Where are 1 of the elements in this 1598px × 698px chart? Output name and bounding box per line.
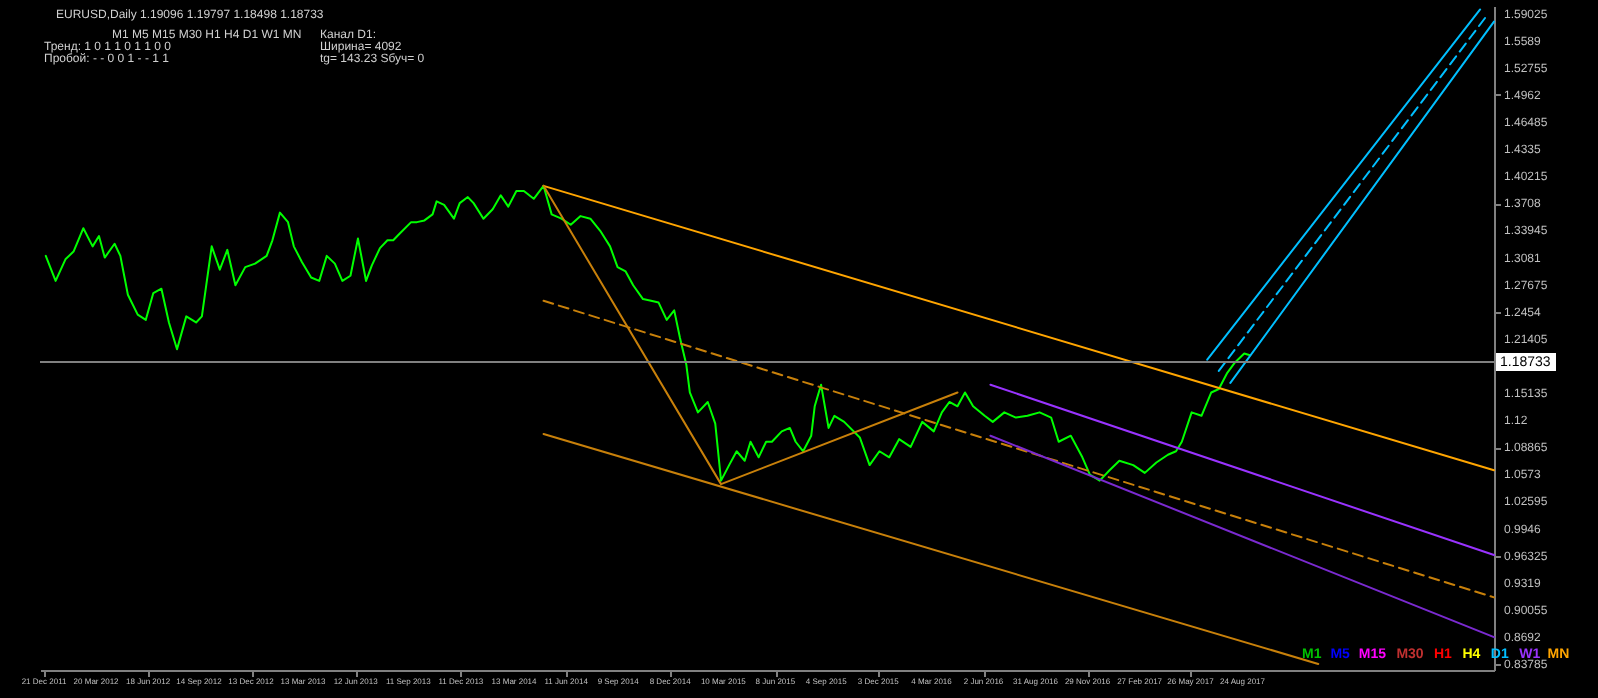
line-series [44,184,1252,482]
